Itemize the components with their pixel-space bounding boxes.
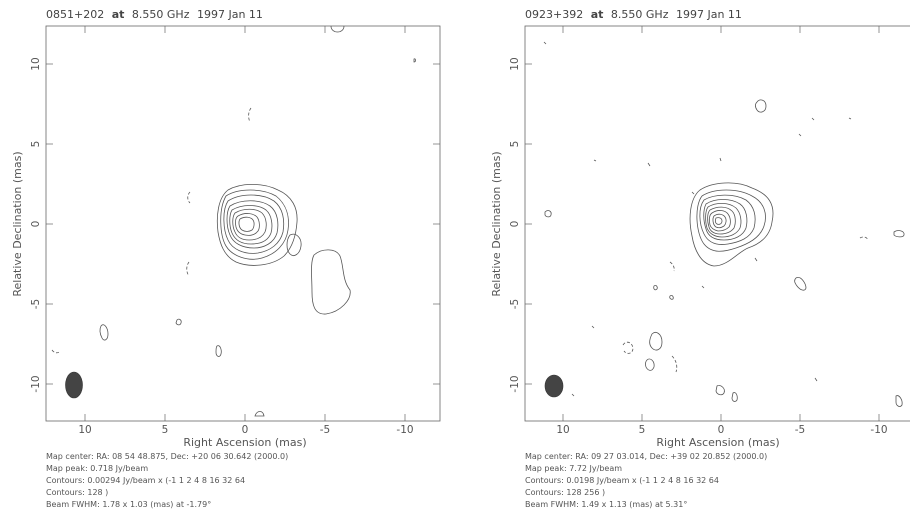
panel-1-title: 0851+202 at 8.550 GHz 1997 Jan 11 xyxy=(46,8,263,21)
panel-1-at: at xyxy=(112,8,125,21)
panel-1-ytick: -5 xyxy=(30,299,42,309)
panel-1-freq: 8.550 GHz xyxy=(132,8,190,21)
panel-2-info-line: Beam FWHM: 1.49 x 1.13 (mas) at 5.31° xyxy=(525,500,687,509)
panel-1-ytick: 10 xyxy=(30,57,42,70)
panel-1-frame xyxy=(45,25,441,422)
panel-2-info-line: Contours: 128 256 ) xyxy=(525,488,605,497)
panel-1-ticks xyxy=(46,26,440,421)
panel-1-info: Map center: RA: 08 54 48.875, Dec: +20 0… xyxy=(46,452,288,509)
panel-2-ytick: 5 xyxy=(509,141,521,148)
panel-1-date: 1997 Jan 11 xyxy=(197,8,263,21)
panel-2: 0923+392 at 8.550 GHz 1997 Jan 11 10 5 0 xyxy=(490,8,910,509)
panel-2-negative-contours xyxy=(622,236,869,373)
panel-1-ytick: 5 xyxy=(30,141,42,148)
panel-1: 0851+202 at 8.550 GHz 1997 Jan 11 xyxy=(11,8,441,509)
panel-2-source: 0923+392 xyxy=(525,8,583,21)
panel-1-ylabel: Relative Declination (mas) xyxy=(11,151,24,296)
panel-2-info-line: Map center: RA: 09 27 03.014, Dec: +39 0… xyxy=(525,452,767,461)
panel-2-xlabel: Right Ascension (mas) xyxy=(656,436,779,449)
panel-1-info-line: Beam FWHM: 1.78 x 1.03 (mas) at -1.79° xyxy=(46,500,211,509)
panel-2-ticks xyxy=(525,26,880,421)
panel-2-xtick: 10 xyxy=(556,424,569,436)
panel-1-xlabel: Right Ascension (mas) xyxy=(183,436,306,449)
panel-2-xtick: -10 xyxy=(870,424,887,436)
panel-1-info-line: Contours: 0.00294 Jy/beam x (-1 1 2 4 8 … xyxy=(46,476,245,485)
panel-1-xtick: -10 xyxy=(396,424,413,436)
panel-2-ytick: -5 xyxy=(509,299,521,309)
panel-1-info-line: Map center: RA: 08 54 48.875, Dec: +20 0… xyxy=(46,452,288,461)
panel-1-xtick: 10 xyxy=(78,424,91,436)
panel-2-ytick: -10 xyxy=(509,375,521,392)
panel-2-info-line: Contours: 0.0198 Jy/beam x (-1 1 2 4 8 1… xyxy=(525,476,719,485)
panel-2-freq: 8.550 GHz xyxy=(611,8,669,21)
panel-1-beam-ellipse xyxy=(65,371,83,399)
panel-1-negative-contours xyxy=(51,107,252,354)
panel-2-xtick: 5 xyxy=(639,424,646,436)
panel-1-ytick: -10 xyxy=(30,375,42,392)
panel-2-date: 1997 Jan 11 xyxy=(676,8,742,21)
panel-1-contours xyxy=(99,25,416,417)
panel-2-ytick: 0 xyxy=(509,221,521,228)
panel-2-beam-ellipse xyxy=(544,374,564,398)
panel-1-xtick: -5 xyxy=(320,424,330,436)
panel-1-ytick: 0 xyxy=(30,221,42,228)
panel-2-at: at xyxy=(591,8,604,21)
panel-1-source: 0851+202 xyxy=(46,8,104,21)
panel-2-xtick: -5 xyxy=(795,424,805,436)
panel-1-info-line: Map peak: 0.718 Jy/beam xyxy=(46,464,148,473)
panel-2-info: Map center: RA: 09 27 03.014, Dec: +39 0… xyxy=(525,452,767,509)
panel-2-title: 0923+392 at 8.550 GHz 1997 Jan 11 xyxy=(525,8,742,21)
panel-1-xtick: 5 xyxy=(162,424,169,436)
panel-2-info-line: Map peak: 7.72 Jy/beam xyxy=(525,464,622,473)
panel-2-contours xyxy=(543,41,905,407)
panel-2-xtick: 0 xyxy=(718,424,725,436)
panel-1-info-line: Contours: 128 ) xyxy=(46,488,108,497)
panel-2-ytick: 10 xyxy=(509,57,521,70)
panel-2-frame xyxy=(524,25,910,422)
panel-1-xtick: 0 xyxy=(242,424,249,436)
panel-2-ylabel: Relative Declination (mas) xyxy=(490,151,503,296)
